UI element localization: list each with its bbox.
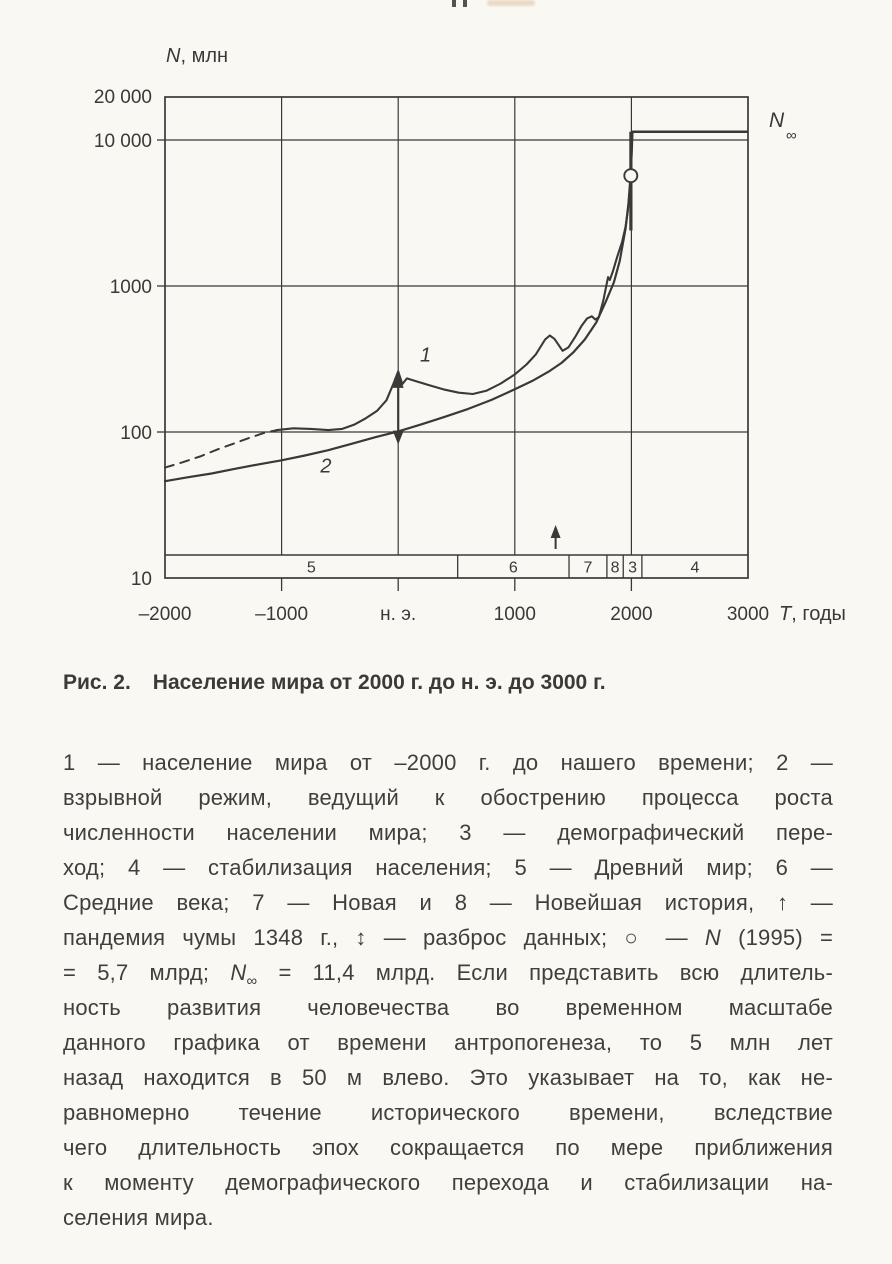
cutoff-text-fragment bbox=[463, 0, 467, 7]
curve-label-1: 1 bbox=[420, 344, 431, 366]
description-line: ность развития человечества во временном… bbox=[63, 995, 833, 1020]
figure-title: Население мира от 2000 г. до н. э. до 30… bbox=[152, 671, 606, 694]
figure-description: 1 — население мира от –2000 г. до нашего… bbox=[63, 745, 833, 1235]
figure-caption: Рис. 2. Население мира от 2000 г. до н. … bbox=[63, 671, 833, 695]
x-tick-label: 1000 bbox=[494, 604, 536, 625]
description-line: Средние века; 7 — Новая и 8 — Новейшая и… bbox=[63, 890, 833, 915]
population-chart: 5 6 7 8 3 4 –2000 –1000 н. э. 1000 2000 3000 10 100 10… bbox=[94, 45, 846, 625]
era-band-label: 3 bbox=[628, 560, 637, 577]
cutoff-text-fragment bbox=[452, 0, 456, 7]
n-infinity-label-subscript: ∞ bbox=[786, 127, 797, 144]
description-line: данного графика от времени антропогенеза… bbox=[63, 1030, 833, 1055]
description-line: взрывной режим, ведущий к обострению про… bbox=[63, 785, 833, 810]
description-line: назад находится в 50 м влево. Это указыв… bbox=[63, 1065, 833, 1090]
description-line: селения мира. bbox=[63, 1205, 214, 1230]
description-line: равномерно течение исторического времени… bbox=[63, 1100, 833, 1125]
scatter-arrow-down-head bbox=[392, 430, 404, 445]
description-line: ход; 4 — стабилизация населения; 5 — Дре… bbox=[63, 855, 833, 880]
n-1995-open-circle-marker bbox=[623, 168, 639, 184]
x-tick-label: 2000 bbox=[610, 604, 652, 625]
x-tick-label: –2000 bbox=[139, 604, 192, 625]
y-axis-title: N, млн bbox=[166, 45, 228, 67]
x-tick-label: 3000 bbox=[727, 604, 769, 625]
n-infinity-label-symbol: N bbox=[769, 109, 785, 132]
scatter-arrow-up-head bbox=[392, 373, 404, 388]
era-band-label: 7 bbox=[584, 560, 593, 577]
curve-label-2: 2 bbox=[319, 455, 331, 477]
description-line: = 5,7 млрд; N∞ = 11,4 млрд. Если предста… bbox=[63, 960, 834, 990]
x-axis-title: T, годы bbox=[779, 603, 846, 625]
y-tick-label: 20 000 bbox=[94, 87, 152, 108]
y-tick-label: 10 000 bbox=[94, 131, 152, 152]
plague-arrow-head bbox=[550, 525, 561, 538]
x-tick-label: н. э. bbox=[380, 604, 416, 625]
description-line: к моменту демографического перехода и ст… bbox=[63, 1170, 833, 1195]
description-line: численности населении мира; 3 — демограф… bbox=[63, 820, 833, 845]
x-tick-label: –1000 bbox=[255, 604, 308, 625]
era-band-label: 5 bbox=[307, 560, 316, 577]
description-line: 1 — население мира от –2000 г. до нашего… bbox=[63, 750, 833, 775]
y-tick-label: 100 bbox=[120, 423, 152, 444]
era-band-label: 6 bbox=[509, 560, 518, 577]
description-line: чего длительность эпох сокращается по ме… bbox=[63, 1135, 833, 1160]
figure-number: Рис. 2. bbox=[63, 671, 131, 694]
era-band-label: 4 bbox=[690, 560, 699, 577]
era-band-label: 8 bbox=[611, 560, 620, 577]
curve-1-dashed-segment bbox=[164, 429, 278, 469]
plot-frame bbox=[164, 96, 749, 579]
cutoff-highlight-fragment bbox=[487, 0, 535, 6]
curve-1-world-population bbox=[275, 130, 634, 432]
description-line: пандемия чумы 1348 г., ↕ — разброс данны… bbox=[63, 925, 833, 950]
y-tick-label: 10 bbox=[131, 569, 152, 590]
y-tick-label: 1000 bbox=[110, 277, 152, 298]
